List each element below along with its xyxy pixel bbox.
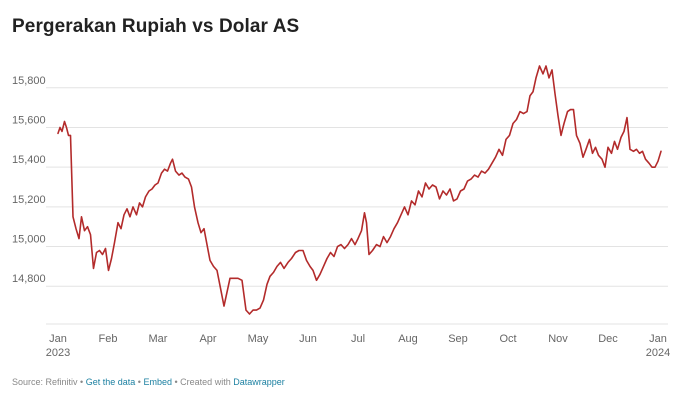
chart-title: Pergerakan Rupiah vs Dolar AS [12, 16, 300, 37]
x-tick-label: Jan [49, 333, 67, 345]
x-tick-label: Oct [499, 333, 516, 345]
y-axis-labels: 14,800 15,000 15,200 15,400 15,600 15,800 [12, 75, 46, 285]
x-axis-labels: Jan 2023 Feb Mar Apr May Jun Jul Aug Sep Oct Nov Dec… [46, 333, 670, 359]
x-tick-label: Sep [448, 333, 468, 345]
y-tick-label: 14,800 [12, 273, 46, 285]
x-tick-year-label: 2023 [46, 347, 70, 359]
y-tick-label: 15,200 [12, 194, 46, 206]
footer-separator: • [137, 377, 141, 387]
x-tick-label: Nov [548, 333, 568, 345]
x-tick-label: Dec [598, 333, 618, 345]
x-tick-label: Feb [99, 333, 118, 345]
x-tick-label: Mar [149, 333, 168, 345]
source-text: Source: Refinitiv [12, 377, 78, 387]
x-tick-year-label: 2024 [646, 347, 670, 359]
chart-footer: Source: Refinitiv • Get the data • Embed… [12, 377, 285, 387]
x-tick-label: Jan [649, 333, 667, 345]
x-tick-label: Jun [299, 333, 317, 345]
footer-separator: • [80, 377, 84, 387]
x-tick-label: Aug [398, 333, 418, 345]
x-tick-label: Jul [351, 333, 365, 345]
datawrapper-link[interactable]: Datawrapper [233, 377, 285, 387]
y-tick-label: 15,800 [12, 75, 46, 87]
x-tick-label: May [248, 333, 269, 345]
series-line [57, 65, 662, 315]
embed-link[interactable]: Embed [143, 377, 172, 387]
created-with-text: Created with [180, 377, 231, 387]
footer-separator: • [174, 377, 178, 387]
series-lines [57, 65, 662, 315]
get-data-link[interactable]: Get the data [85, 377, 136, 387]
x-tick-label: Apr [199, 333, 216, 345]
grid-lines [46, 87, 668, 325]
y-tick-label: 15,600 [12, 114, 46, 126]
y-tick-label: 15,000 [12, 234, 46, 246]
y-tick-label: 15,400 [12, 154, 46, 166]
